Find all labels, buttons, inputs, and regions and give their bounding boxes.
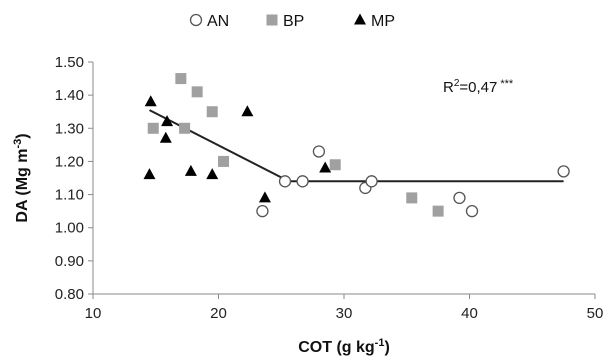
data-point-bp (432, 205, 444, 217)
y-axis-title: DA (Mg m-3) (12, 133, 31, 222)
legend-marker-an (189, 13, 203, 27)
x-tick-label: 50 (587, 305, 604, 322)
y-tick-label: 0.80 (55, 286, 84, 303)
data-point-bp (218, 155, 230, 167)
data-point-an (278, 175, 292, 188)
data-point-an (365, 175, 378, 188)
data-point-bp (191, 86, 203, 98)
data-point-an (312, 145, 326, 158)
data-point-bp (179, 122, 191, 134)
data-point-bp (406, 192, 418, 204)
x-tick-label: 40 (461, 305, 478, 322)
data-point-an (465, 204, 479, 218)
data-point-an (256, 204, 269, 218)
y-tick-label: 1.20 (55, 153, 84, 170)
data-point-mp (144, 95, 157, 107)
data-points (143, 73, 570, 218)
data-point-an (296, 175, 309, 188)
legend-marker-bp (266, 14, 278, 26)
x-tick-label: 30 (336, 305, 353, 322)
y-tick-label: 0.90 (55, 253, 84, 270)
y-tick-label: 1.50 (55, 54, 84, 71)
data-point-mp (241, 105, 254, 117)
data-point-an (453, 191, 466, 205)
data-point-bp (329, 159, 341, 171)
legend-label-mp: MP (371, 13, 395, 30)
data-point-mp (206, 168, 219, 180)
data-point-mp (159, 131, 172, 143)
data-point-mp (258, 191, 271, 203)
x-tick-label: 20 (210, 305, 227, 322)
data-point-mp (143, 168, 156, 180)
axis-titles: COT (g kg-1) DA (Mg m-3) (12, 133, 390, 356)
legend-marker-mp (354, 13, 366, 25)
data-point-bp (175, 73, 187, 85)
legend-label-bp: BP (283, 13, 304, 30)
x-tick-label: 10 (85, 305, 102, 322)
axes: 0.80 0.90 1.00 1.10 1.20 1.30 1.40 1.50 10 20 30 40… (55, 54, 604, 322)
legend: AN BP MP (189, 13, 395, 30)
r-squared-text: R2=0,47 *** (443, 78, 514, 96)
y-tick-label: 1.10 (55, 187, 84, 204)
r-squared-annotation: R2=0,47 *** (443, 78, 514, 96)
data-point-bp (147, 122, 159, 134)
data-point-mp (319, 161, 332, 173)
data-point-bp (206, 106, 218, 118)
legend-label-an: AN (207, 13, 229, 30)
data-point-mp (161, 115, 174, 127)
data-point-mp (184, 164, 197, 176)
x-axis-title: COT (g kg-1) (298, 337, 390, 356)
y-tick-label: 1.00 (55, 220, 84, 237)
data-point-an (557, 165, 570, 178)
y-tick-label: 1.40 (55, 87, 84, 104)
y-tick-label: 1.30 (55, 120, 84, 137)
